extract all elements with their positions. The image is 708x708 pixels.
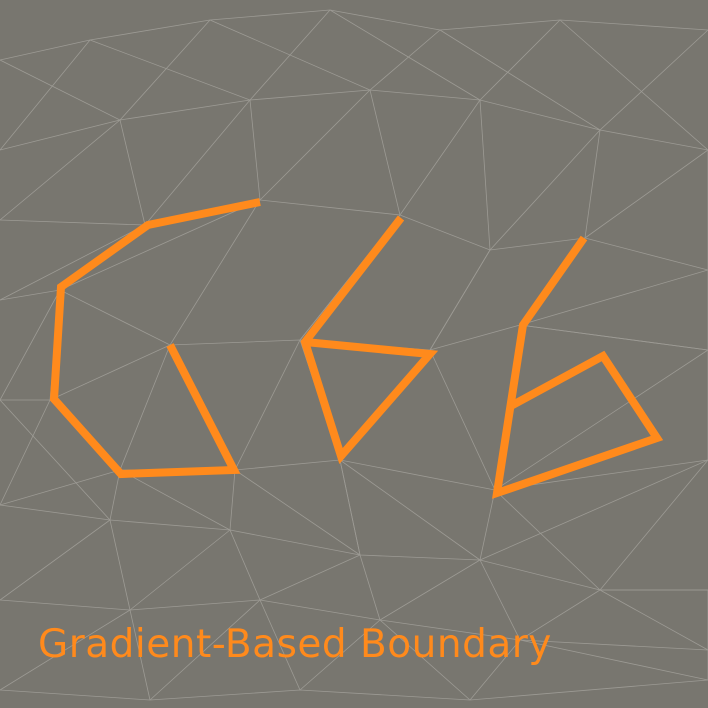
mesh-line — [479, 349, 708, 591]
mesh-line — [559, 19, 708, 591]
mesh-line — [169, 9, 401, 471]
orange-glyph-strokes — [49, 198, 664, 499]
caption-title: Gradient-Based Boundary — [38, 622, 552, 667]
mesh-line — [209, 19, 401, 691]
glyph-2-stroke — [300, 215, 439, 464]
mesh-line — [0, 39, 146, 401]
mesh-line — [519, 29, 708, 351]
mesh-line — [299, 29, 491, 461]
mesh-line — [429, 19, 601, 491]
mesh-line — [259, 554, 708, 651]
mesh-line — [519, 589, 708, 681]
glyph-3-stroke — [492, 235, 664, 499]
mesh-line — [0, 459, 481, 611]
glyph-1-outer-stroke — [49, 198, 261, 479]
mesh-line — [89, 39, 261, 701]
mesh-line — [0, 399, 361, 556]
mesh-line — [0, 590, 708, 701]
mesh-line — [49, 19, 261, 401]
mesh-line — [0, 599, 708, 651]
